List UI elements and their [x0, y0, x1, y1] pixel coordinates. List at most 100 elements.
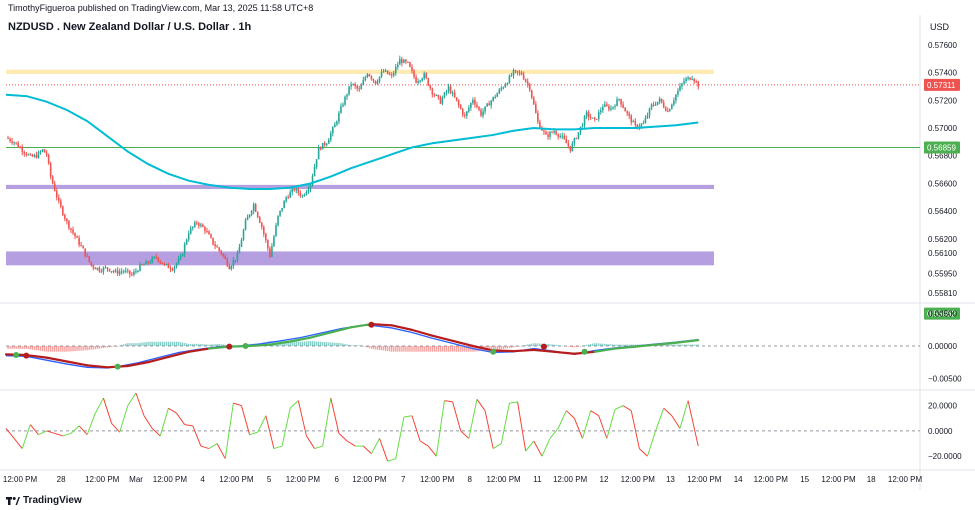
candle-body: [346, 94, 348, 97]
oscillator-segment: [435, 400, 445, 457]
macd-histogram-bar: [11, 346, 13, 349]
candle-body: [311, 176, 314, 185]
oscillator-segment: [21, 424, 31, 449]
macd-histogram-bar: [175, 341, 178, 346]
time-axis-label: 12:00 PM: [420, 475, 455, 484]
candle-body: [669, 109, 671, 112]
oscillator-segment: [306, 435, 315, 449]
oscillator-segment: [452, 401, 462, 432]
macd-histogram-bar: [437, 346, 440, 352]
macd-histogram-bar: [378, 346, 381, 350]
candle-body: [19, 147, 22, 149]
time-axis-label: 12:00 PM: [687, 475, 722, 484]
macd-histogram-bar: [173, 341, 176, 346]
candle-body: [537, 113, 539, 122]
macd-histogram-bar: [624, 344, 626, 346]
candle-body: [640, 123, 643, 127]
time-axis-label: 12:00 PM: [352, 475, 387, 484]
candle-body: [338, 112, 340, 122]
candle-body: [185, 239, 188, 245]
macd-histogram-bar: [68, 346, 70, 352]
candle-body: [630, 115, 633, 123]
candle-body: [57, 197, 60, 201]
macd-histogram-bar: [466, 346, 468, 352]
candle-body: [425, 73, 428, 79]
macd-histogram-bar: [43, 346, 46, 352]
candle-body: [161, 262, 164, 265]
candle-body: [238, 246, 241, 254]
candle-body: [496, 93, 499, 97]
candle-body: [141, 264, 143, 266]
candle-body: [332, 127, 334, 134]
macd-histogram-bar: [116, 346, 119, 347]
macd-histogram-bar: [305, 341, 308, 346]
candle-body: [656, 101, 659, 105]
price-label-text: 0.55662: [927, 310, 956, 319]
candle-body: [232, 260, 235, 266]
macd-histogram-bar: [602, 343, 604, 346]
macd-histogram-bar: [321, 341, 324, 346]
candle-body: [293, 188, 296, 191]
macd-histogram-bar: [391, 346, 393, 352]
candle-body: [281, 208, 283, 211]
candle-body: [177, 258, 180, 264]
macd-histogram-bar: [393, 346, 395, 352]
candle-body: [539, 121, 541, 129]
candle-body: [528, 84, 531, 91]
tradingview-footer[interactable]: TradingView: [6, 495, 82, 506]
candle-body: [691, 78, 693, 80]
macd-signal-segment: [167, 350, 190, 359]
candle-body: [488, 103, 490, 106]
candle-body: [124, 270, 127, 272]
candle-body: [263, 226, 265, 234]
macd-histogram-bar: [23, 346, 25, 349]
candle-body: [315, 159, 318, 167]
macd-histogram-bar: [58, 346, 60, 352]
macd-histogram-bar: [194, 343, 196, 346]
price-label-text: 0.56859: [927, 144, 956, 153]
macd-histogram-bar: [98, 346, 101, 349]
currency-label[interactable]: USD: [929, 22, 949, 32]
price-axis-tick: 0.55810: [928, 289, 957, 298]
candle-body: [212, 237, 214, 245]
candle-body: [451, 92, 454, 94]
candle-body: [636, 124, 639, 128]
candle-body: [474, 99, 476, 105]
price-axis-tick: 0.57400: [928, 69, 957, 78]
macd-histogram-bar: [287, 341, 289, 346]
macd-histogram-bar: [88, 346, 90, 350]
candle-body: [100, 271, 103, 273]
candle-body: [587, 112, 590, 118]
candle-body: [153, 256, 155, 258]
macd-histogram-bar: [307, 341, 310, 346]
candle-body: [407, 61, 409, 63]
candle-body: [463, 114, 466, 116]
candle-body: [86, 255, 88, 257]
macd-axis-tick: 0.00500: [928, 310, 957, 319]
candle-body: [11, 141, 13, 143]
macd-histogram-bar: [587, 344, 590, 346]
candle-body: [360, 85, 363, 90]
candle-body: [504, 84, 507, 88]
oscillator-segment: [655, 407, 665, 432]
macd-histogram-bar: [520, 345, 523, 347]
macd-histogram-bar: [401, 346, 403, 352]
macd-histogram-bar: [395, 346, 397, 352]
candle-body: [340, 106, 342, 113]
macd-histogram-bar: [64, 346, 66, 352]
macd-histogram-bar: [577, 346, 580, 347]
macd-histogram-bar: [468, 346, 470, 352]
macd-histogram-bar: [291, 341, 293, 346]
macd-histogram-bar: [533, 343, 535, 346]
time-axis-label: 8: [468, 475, 473, 484]
macd-histogram-bar: [94, 346, 97, 350]
macd-histogram-bar: [508, 346, 511, 348]
macd-histogram-bar: [161, 341, 164, 346]
candle-body: [53, 183, 56, 192]
macd-histogram-bar: [49, 346, 52, 352]
macd-histogram-bar: [76, 346, 78, 351]
macd-histogram-bar: [524, 344, 527, 346]
macd-histogram-bar: [102, 346, 105, 348]
candle-body: [358, 88, 361, 90]
